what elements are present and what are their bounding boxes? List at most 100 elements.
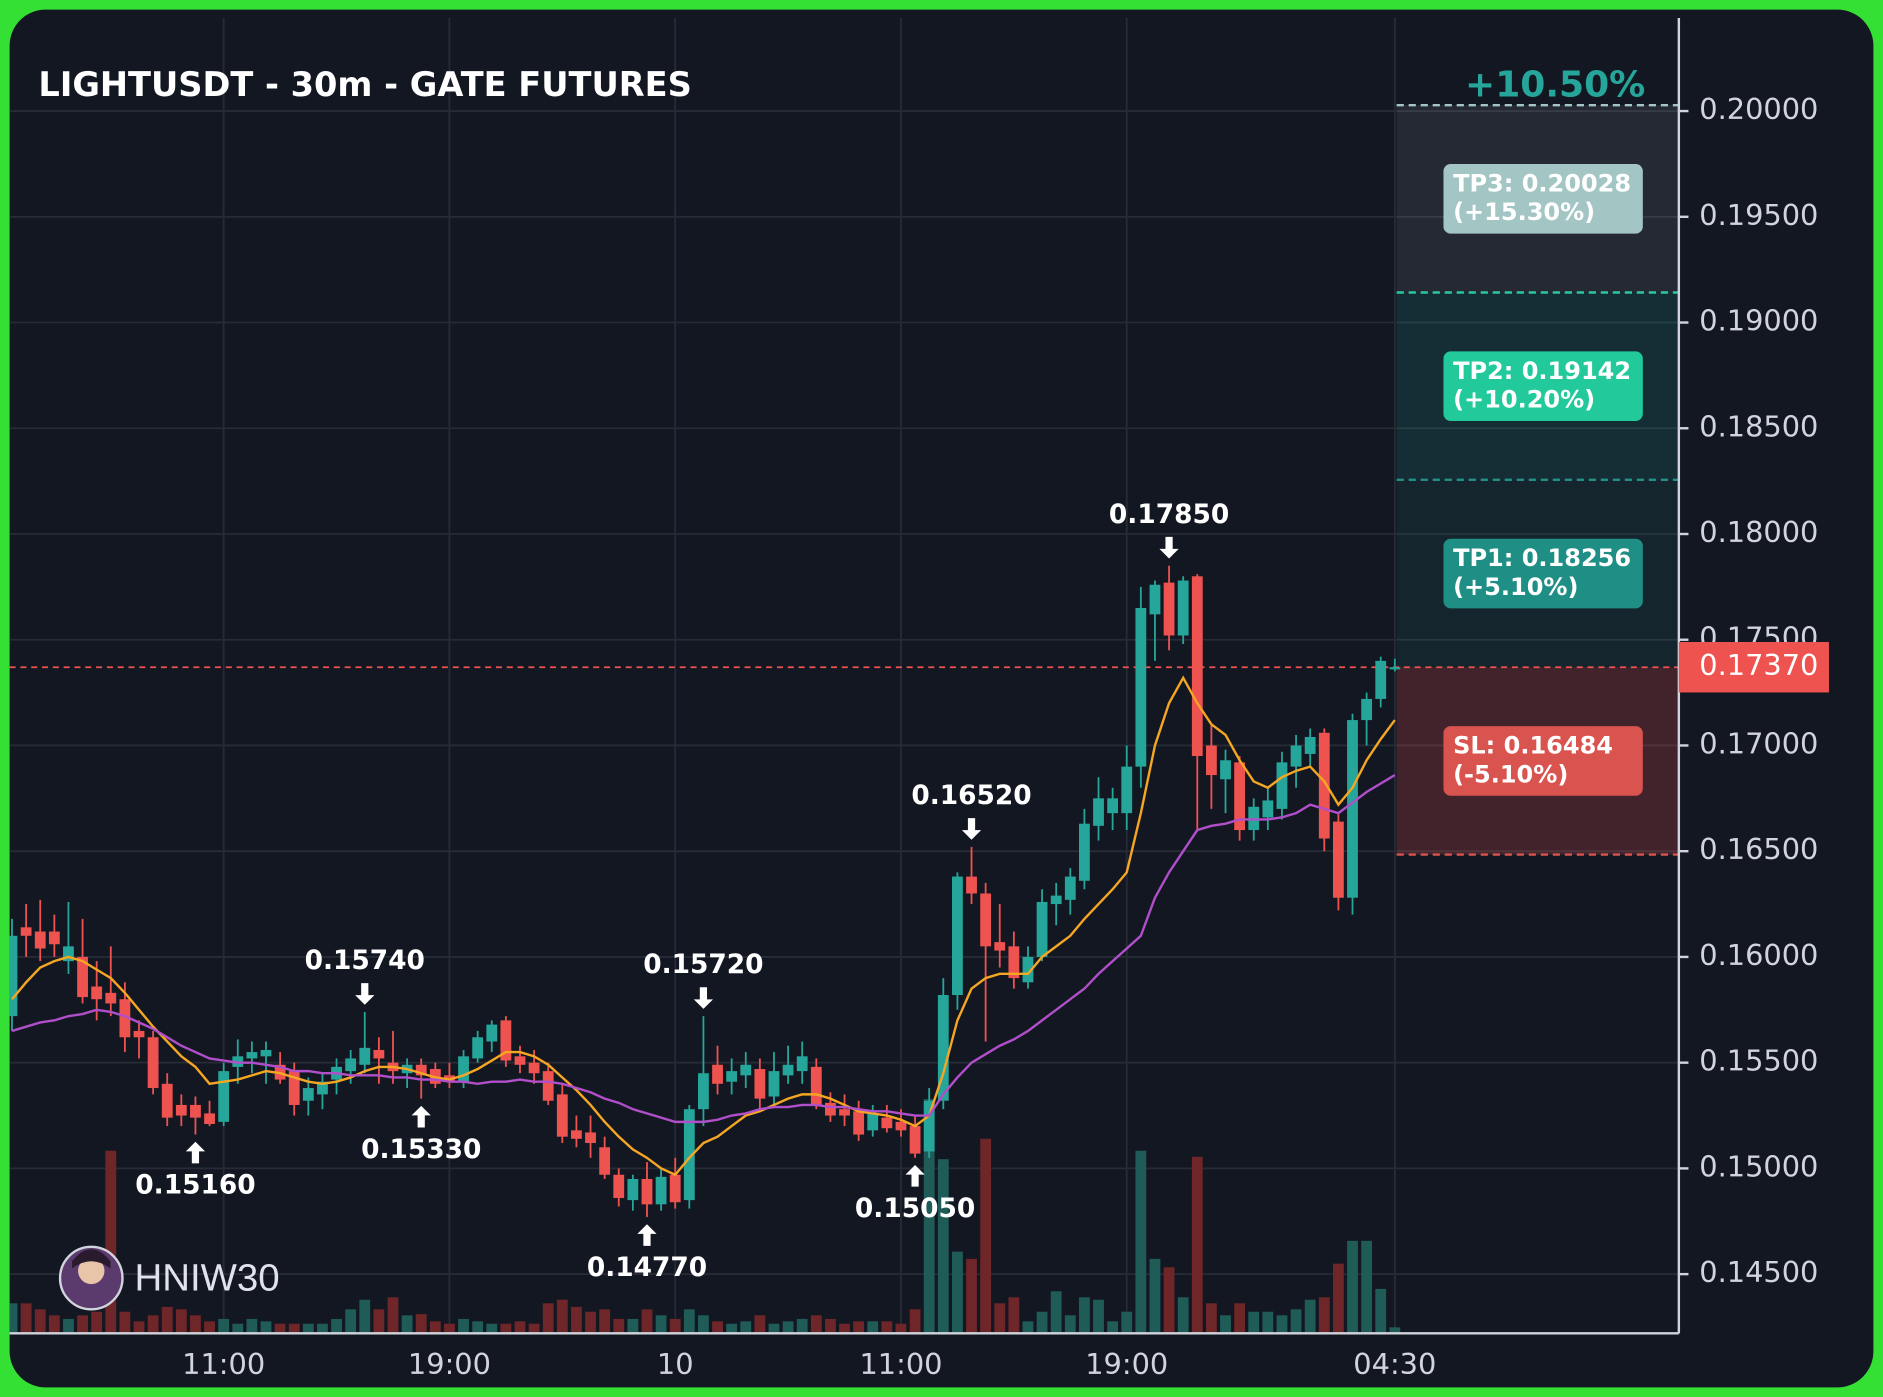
high-label: 0.15720 [643,949,763,980]
volume-bar [105,1150,117,1334]
moving-averages [11,675,1396,1177]
volume-bar [48,1315,60,1334]
candle-body [1050,895,1062,905]
candle-body [415,1064,427,1076]
arrow [355,983,375,1005]
candle-body [260,1049,272,1057]
avatar-hair [72,1249,111,1269]
candle-body [1022,956,1034,983]
level-change: (-5.10%) [1453,760,1568,788]
candle-body [966,876,977,894]
level-box [1443,163,1643,234]
volume-bar [542,1303,554,1334]
volume-bar [331,1318,342,1334]
volume-bar [1332,1263,1344,1334]
candle-body [952,876,963,995]
volume-bar [1008,1297,1020,1334]
volume-bar [881,1321,893,1334]
candle-body [895,1121,907,1131]
avatar-face [78,1257,105,1285]
volume-bar [246,1318,258,1334]
candle-body [1361,698,1373,721]
chart-title: LIGHTUSDT - 30m - GATE FUTURES [38,65,691,104]
level-box [1443,538,1643,609]
candle-body [302,1088,314,1101]
volume-bar [712,1321,723,1334]
candle-body [1347,720,1358,898]
candle-body [77,956,88,998]
candle-body [218,1071,230,1122]
candle-body [1135,608,1147,767]
candle-body [345,1058,357,1072]
volume-bar [867,1321,879,1334]
volume-bar [895,1323,907,1334]
candles [9,565,1401,1218]
volume-bar [274,1323,286,1334]
volume-bar [571,1306,582,1334]
volume-bar [1304,1299,1316,1334]
candle-body [810,1066,822,1105]
level-label: TP2: 0.19142 [1453,357,1631,385]
volume-bar [1375,1288,1387,1334]
volume-bar [1318,1297,1330,1334]
low-label: 0.15160 [135,1170,255,1201]
volume-bar [415,1314,427,1334]
y-tick-label: 0.17000 [1699,726,1818,760]
volume-bar [204,1321,215,1334]
candle-body [768,1071,780,1097]
candle-body [1064,876,1076,900]
low-label: 0.14770 [587,1252,707,1283]
candle-body [683,1109,695,1201]
low-label: 0.15330 [361,1134,481,1165]
volume-bar [161,1306,173,1334]
candle-body [91,986,103,1000]
volume-bar [387,1297,399,1334]
candle-body [909,1126,921,1154]
arrow [637,1224,657,1246]
arrow [905,1165,925,1187]
candle-body [1318,732,1330,839]
y-tick-label: 0.16500 [1699,832,1818,866]
candle-body [48,931,60,945]
volume-bar [966,1258,977,1334]
volume-bar [1276,1315,1288,1334]
volume-bar [909,1309,921,1334]
candle-body [105,992,117,1004]
volume-bar [1234,1303,1246,1334]
candle-body [190,1104,201,1118]
candle-body [1079,823,1090,881]
candle-body [1332,821,1344,898]
volume-bar [20,1303,32,1334]
volume-bar [486,1323,498,1334]
candle-body [1008,946,1020,979]
candle-body [994,942,1006,951]
y-tick-label: 0.19000 [1699,304,1818,338]
volume-bar [1389,1327,1401,1334]
candle-body [1276,762,1288,809]
candle-body [1234,762,1246,831]
volume-bar [683,1309,695,1334]
candle-body [147,1037,159,1089]
candle-body [528,1062,540,1074]
moving-average [11,675,1396,1177]
volume-bar [740,1321,752,1334]
x-tick-label: 19:00 [408,1347,491,1381]
volume-bar [1050,1291,1062,1334]
candle-body [585,1132,596,1144]
level-label: TP3: 0.20028 [1453,169,1631,197]
volume-bar [655,1315,667,1334]
volume-bar [698,1315,709,1334]
volume-bar [1248,1311,1260,1334]
candle-body [373,1049,385,1059]
candle-body [1163,582,1175,636]
volume-bar [853,1321,865,1334]
x-tick-label: 04:30 [1353,1347,1436,1381]
volume-bar [1079,1297,1090,1334]
volume-bar [302,1323,314,1334]
y-tick-label: 0.15000 [1699,1149,1818,1183]
candle-body [133,1030,145,1038]
volume-bar [952,1251,963,1334]
volume-bar [825,1318,836,1334]
y-tick-label: 0.18500 [1699,409,1818,443]
